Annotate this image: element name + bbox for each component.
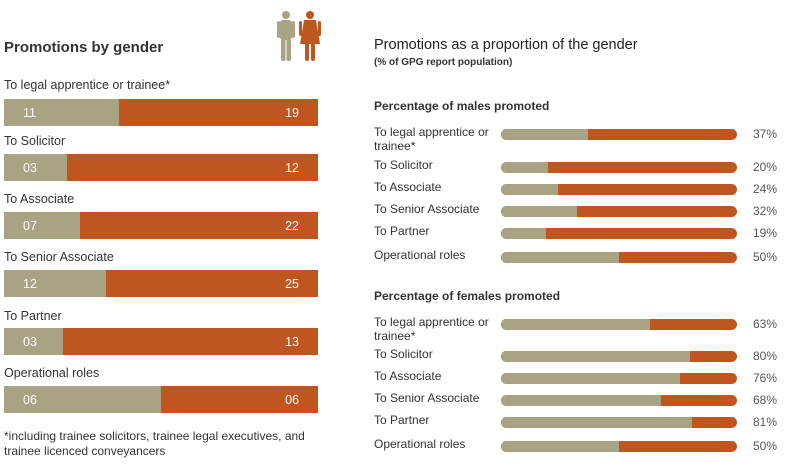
male-segment: 06 <box>4 386 161 413</box>
percentage-fill <box>501 441 619 452</box>
promotions-by-gender-panel: Promotions by gender To legal apprentice… <box>0 0 330 476</box>
stacked-bar: 07 22 <box>4 212 318 239</box>
percentage-bar <box>501 351 737 362</box>
percentage-fill <box>501 228 546 239</box>
percentage-label: 81% <box>753 415 778 429</box>
stacked-bar: 11 19 <box>4 99 318 126</box>
male-segment: 12 <box>4 270 106 297</box>
male-value-label: 07 <box>23 218 37 233</box>
male-value-label: 03 <box>23 334 37 349</box>
percentage-fill <box>501 373 681 384</box>
percentage-fill <box>501 184 558 195</box>
percentage-fill <box>501 351 690 362</box>
row-label: To Partner <box>374 413 430 427</box>
percentage-label: 63% <box>753 317 778 331</box>
female-value-label: 12 <box>285 160 299 175</box>
footnote: *including trainee solicitors, trainee l… <box>4 429 305 458</box>
percentage-label: 19% <box>753 226 778 240</box>
percentage-label: 80% <box>753 349 778 363</box>
male-value-label: 11 <box>23 105 36 120</box>
percentage-fill <box>501 162 549 173</box>
female-value-label: 22 <box>285 218 299 233</box>
section-title: Percentage of females promoted <box>374 289 561 303</box>
female-segment: 12 <box>66 154 318 181</box>
percentage-label: 50% <box>753 439 778 453</box>
percentage-bar <box>501 417 737 428</box>
female-value-label: 25 <box>285 276 299 291</box>
row-label: To legal apprentice or trainee* <box>374 125 489 153</box>
male-value-label: 03 <box>23 160 37 175</box>
male-segment: 07 <box>4 212 80 239</box>
section-title: Percentage of males promoted <box>374 99 550 113</box>
category-label: Operational roles <box>4 366 100 380</box>
female-segment: 25 <box>105 270 318 297</box>
row-label: To Associate <box>374 180 442 194</box>
percentage-bar <box>501 441 737 452</box>
male-segment: 03 <box>4 154 67 181</box>
percentage-label: 76% <box>753 371 778 385</box>
row-label: To Associate <box>374 369 442 383</box>
female-value-label: 19 <box>285 105 299 120</box>
row-label: To legal apprentice or trainee* <box>374 315 489 343</box>
percentage-label: 32% <box>753 204 778 218</box>
percentage-fill <box>501 395 662 406</box>
male-value-label: 06 <box>23 392 37 407</box>
percentage-fill <box>501 319 650 330</box>
percentage-bar <box>501 162 737 173</box>
female-figure-icon <box>299 11 321 61</box>
category-label: To Partner <box>4 309 62 323</box>
percentage-bar <box>501 129 737 140</box>
promotions-proportion-panel: Promotions as a proportion of the gender… <box>368 0 790 476</box>
percentage-fill <box>501 206 577 217</box>
female-segment: 22 <box>79 212 318 239</box>
male-segment: 03 <box>4 328 63 355</box>
category-label: To Solicitor <box>4 134 66 148</box>
row-label: Operational roles <box>374 437 466 451</box>
female-segment: 13 <box>62 328 318 355</box>
percentage-bar <box>501 252 737 263</box>
female-segment: 06 <box>161 386 318 413</box>
stacked-bar: 03 12 <box>4 154 318 181</box>
right-chart-title: Promotions as a proportion of the gender <box>374 37 638 53</box>
percentage-bar <box>501 206 737 217</box>
category-label: To legal apprentice or trainee* <box>4 78 171 92</box>
percentage-bar <box>501 228 737 239</box>
gender-figures <box>277 11 321 61</box>
percentage-bar <box>501 395 737 406</box>
percentage-fill <box>501 129 589 140</box>
left-chart-title: Promotions by gender <box>4 39 164 56</box>
stacked-bar: 12 25 <box>4 270 318 297</box>
row-label: To Senior Associate <box>374 202 480 216</box>
percentage-label: 37% <box>753 127 778 141</box>
stacked-bar: 06 06 <box>4 386 318 413</box>
category-label: To Senior Associate <box>4 250 114 264</box>
percentage-label: 50% <box>753 250 778 264</box>
percentage-label: 20% <box>753 160 778 174</box>
row-label: To Senior Associate <box>374 391 480 405</box>
male-value-label: 12 <box>23 276 37 291</box>
percentage-fill <box>501 417 693 428</box>
row-label: To Solicitor <box>374 347 433 361</box>
percentage-label: 24% <box>753 182 778 196</box>
row-label: To Partner <box>374 224 430 238</box>
percentage-bar <box>501 184 737 195</box>
male-segment: 11 <box>4 99 120 126</box>
right-chart-subtitle: (% of GPG report population) <box>374 57 513 68</box>
female-segment: 19 <box>119 99 318 126</box>
stacked-bar: 03 13 <box>4 328 318 355</box>
row-label: To Solicitor <box>374 158 433 172</box>
female-value-label: 06 <box>285 392 299 407</box>
male-figure-icon <box>277 11 295 61</box>
percentage-bar <box>501 373 737 384</box>
category-label: To Associate <box>4 192 75 206</box>
row-label: Operational roles <box>374 248 466 262</box>
percentage-label: 68% <box>753 393 778 407</box>
female-value-label: 13 <box>285 334 299 349</box>
percentage-bar <box>501 319 737 330</box>
percentage-fill <box>501 252 619 263</box>
